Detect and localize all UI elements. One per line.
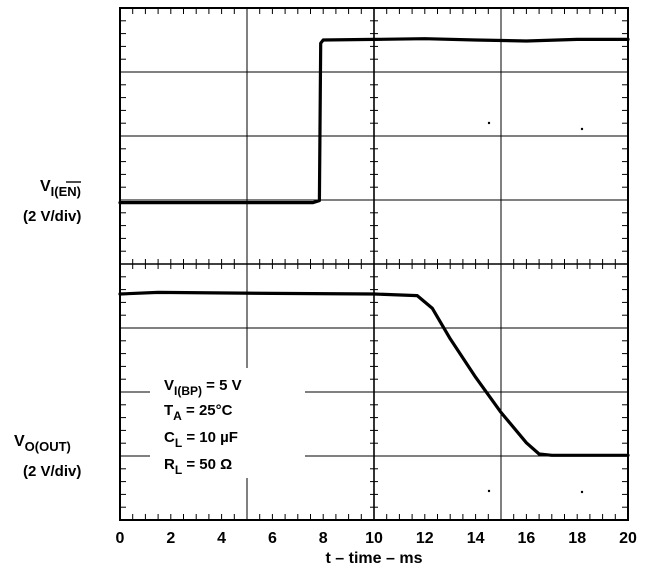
x-tick-label: 20 bbox=[619, 530, 637, 547]
x-axis-label: t – time – ms bbox=[326, 550, 423, 567]
x-tick-label: 0 bbox=[116, 530, 125, 547]
conditions-annotation: VI(BP) = 5 V TA = 25°C CL = 10 µF RL = 5… bbox=[150, 368, 305, 478]
x-tick-label: 18 bbox=[568, 530, 586, 547]
ch1-scale: (2 V/div) bbox=[23, 208, 81, 225]
x-tick-label: 14 bbox=[467, 530, 485, 547]
ch1-label-sub: I(EN) bbox=[51, 184, 81, 199]
screen-dot bbox=[581, 491, 583, 493]
x-tick-label: 10 bbox=[365, 530, 383, 547]
screen-dot bbox=[488, 122, 490, 124]
x-tick-label: 2 bbox=[166, 530, 175, 547]
ch2-label-sub: O(OUT) bbox=[25, 439, 71, 454]
x-tick-label: 4 bbox=[217, 530, 226, 547]
x-tick-label: 6 bbox=[268, 530, 277, 547]
x-tick-label: 16 bbox=[518, 530, 536, 547]
ch2-label-main: V bbox=[14, 433, 25, 450]
ch1-label-main: V bbox=[40, 178, 51, 195]
ch2-scale: (2 V/div) bbox=[23, 463, 81, 480]
screen-dot bbox=[488, 490, 490, 492]
screen-dot bbox=[581, 128, 583, 130]
x-tick-label: 12 bbox=[416, 530, 434, 547]
x-tick-label: 8 bbox=[319, 530, 328, 547]
